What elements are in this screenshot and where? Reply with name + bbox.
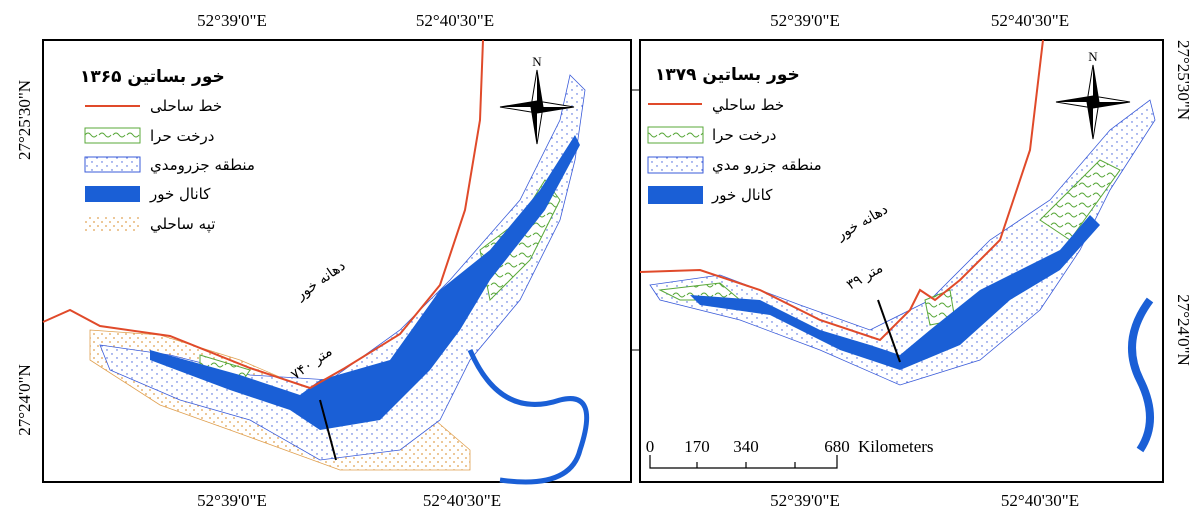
coord-label: 52°39'0"E <box>770 11 840 30</box>
coord-label: 52°40'30"E <box>423 491 501 510</box>
scale-label: 340 <box>733 437 759 456</box>
legend-label: کانال خور <box>149 185 211 203</box>
legend-swatch <box>85 216 140 231</box>
legend-label: منطقه جزرومدي <box>150 156 255 175</box>
legend-title: خور بساتين ۱۳۶۵ <box>80 67 225 87</box>
scale-label: 0 <box>646 437 655 456</box>
legend-swatch <box>648 127 703 143</box>
coord-label: 52°40'30"E <box>416 11 494 30</box>
coord-label: 27°24'0"N <box>15 364 34 436</box>
legend-label: منطقه جزرو مدي <box>712 156 822 175</box>
legend-swatch <box>85 186 140 202</box>
legend-label: خط ساحلی <box>150 97 222 115</box>
legend-swatch <box>648 186 703 204</box>
north-label: N <box>1088 49 1098 64</box>
legend-swatch <box>648 157 703 173</box>
legend-label: درخت حرا <box>712 126 776 144</box>
coord-label: 52°40'30"E <box>991 11 1069 30</box>
scale-label: 170 <box>684 437 710 456</box>
legend-swatch <box>85 128 140 143</box>
panel-right: دهانه خور ۳۹ متر N خور بساتين ۱۳۷۹ خط سا… <box>631 11 1193 510</box>
legend-label: درخت حرا <box>150 127 214 145</box>
coord-label: 52°39'0"E <box>197 491 267 510</box>
legend-label: کانال خور <box>711 186 773 204</box>
coord-label: 52°39'0"E <box>197 11 267 30</box>
map-figure: دهانه خور ۷۴۰ متر N خور بساتين ۱۳۶۵ خط س… <box>0 0 1204 517</box>
legend-title: خور بساتين ۱۳۷۹ <box>655 65 800 85</box>
panel-left: دهانه خور ۷۴۰ متر N خور بساتين ۱۳۶۵ خط س… <box>15 11 631 510</box>
coord-label: 52°40'30"E <box>1001 491 1079 510</box>
scale-label: 680 <box>824 437 850 456</box>
coord-label: 27°25'30"N <box>15 80 34 160</box>
legend-swatch <box>85 157 140 172</box>
coord-label: 52°39'0"E <box>770 491 840 510</box>
legend-label: خط ساحلي <box>712 96 784 115</box>
coord-label: 27°25'30"N <box>1174 40 1193 120</box>
north-label: N <box>532 54 542 69</box>
scale-unit: Kilometers <box>858 437 934 456</box>
legend-label: تپه ساحلي <box>150 215 215 234</box>
coord-label: 27°24'0"N <box>1174 294 1193 366</box>
